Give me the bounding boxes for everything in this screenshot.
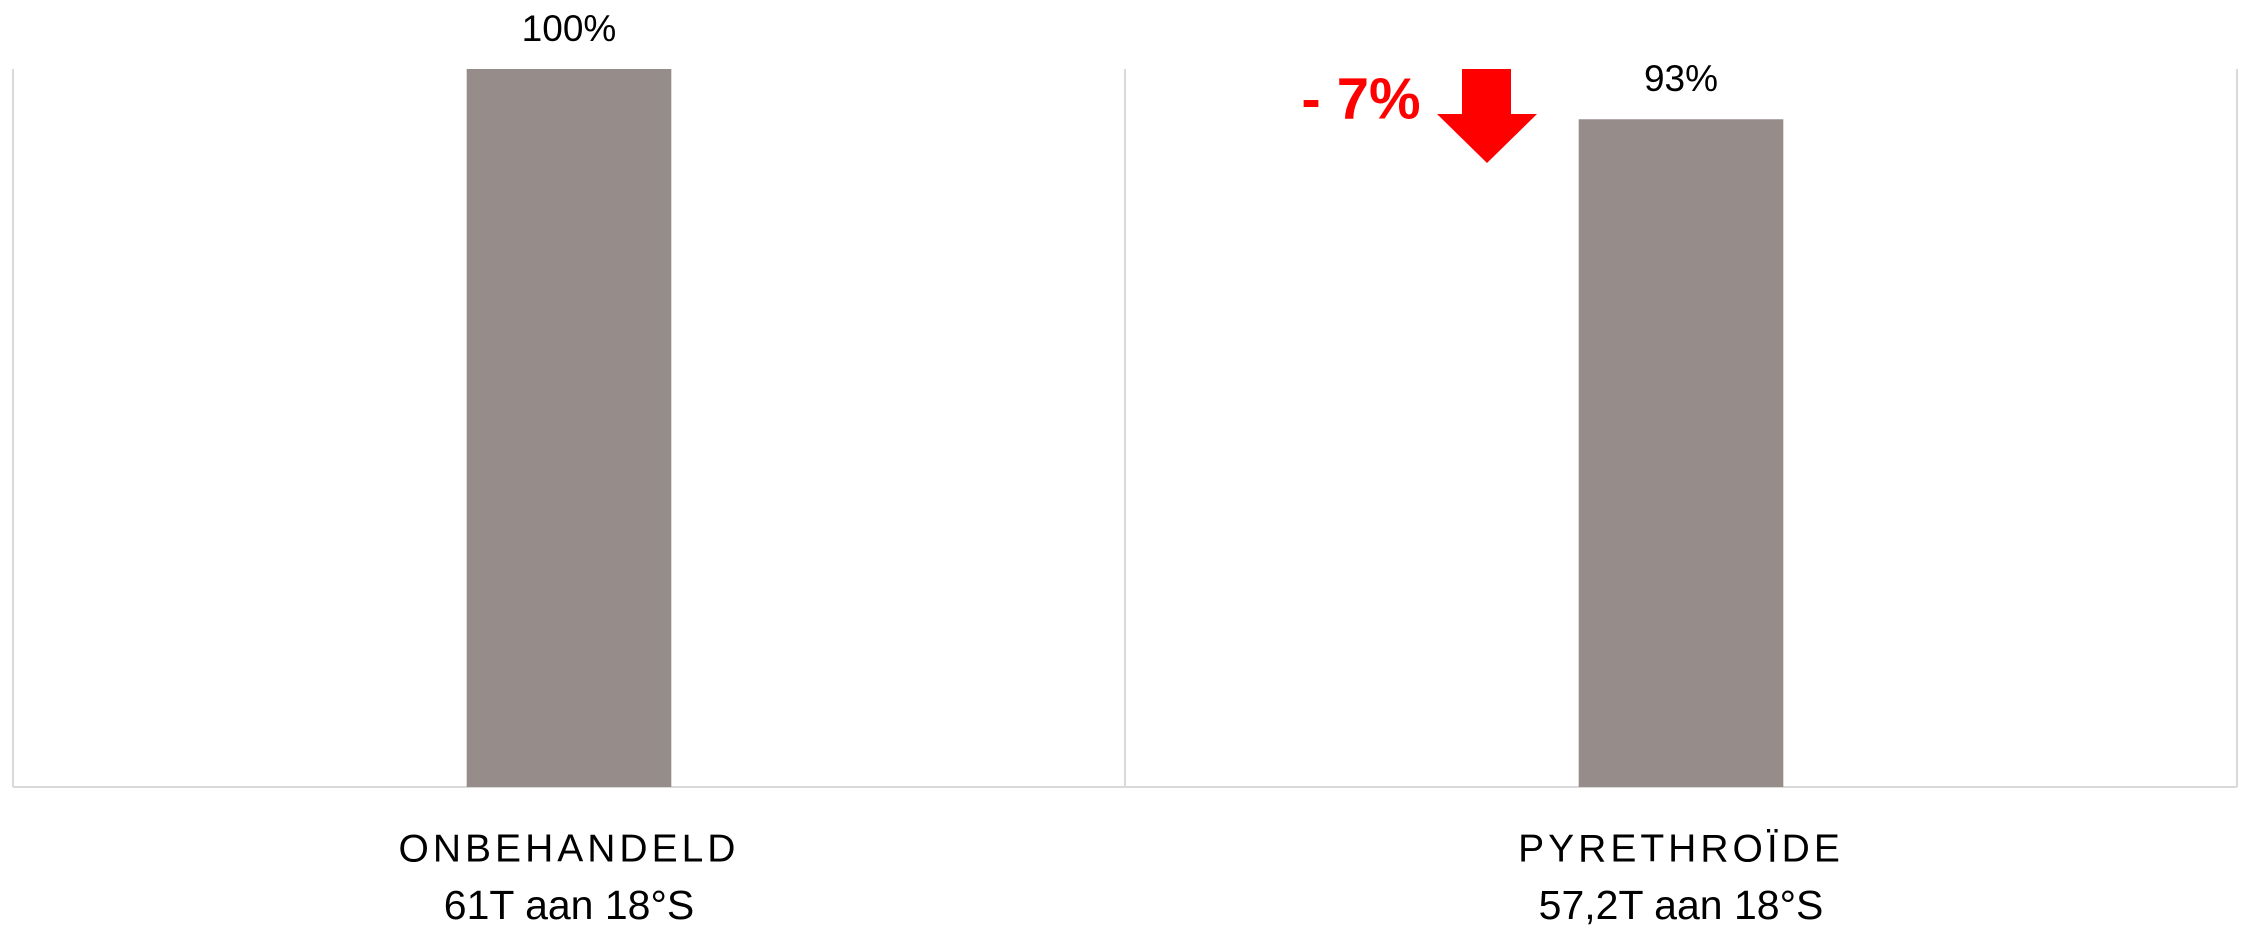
bar [1578,119,1784,787]
annotation: - 7% [1301,66,1420,131]
value-label: 100% [522,8,617,49]
bar [466,69,672,787]
x-tick-detail: 61T aan 18°S [444,882,694,928]
x-tick-detail: 57,2T aan 18°S [1539,882,1824,928]
x-tick-label: PYRETHROÏDE [1518,827,1844,870]
value-label: 93% [1644,58,1718,99]
down-arrow [1437,69,1537,163]
x-tick-label: ONBEHANDELD [399,827,740,870]
